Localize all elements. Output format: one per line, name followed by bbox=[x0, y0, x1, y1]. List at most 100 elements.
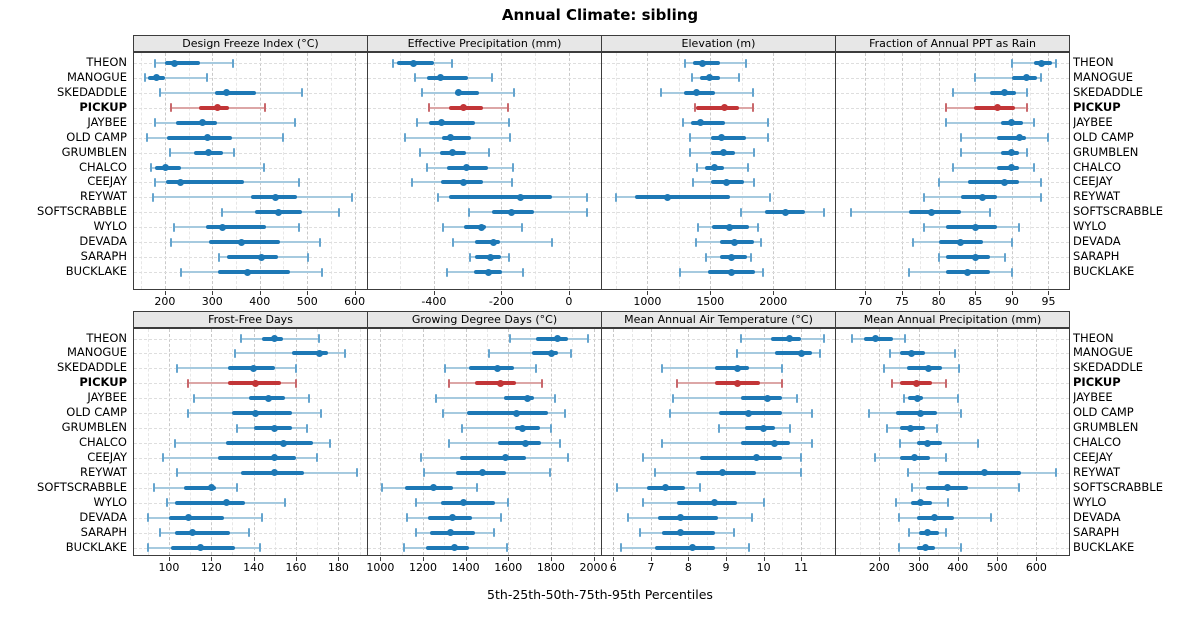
x-tick-label: 160 bbox=[285, 561, 307, 574]
cap-95th bbox=[759, 237, 762, 247]
cap-95th bbox=[781, 363, 784, 373]
median-dot bbox=[437, 74, 445, 82]
cap-5th bbox=[740, 334, 743, 343]
x-tick-label: 0 bbox=[565, 295, 573, 308]
cap-95th bbox=[781, 378, 784, 388]
iqr-25th-75th bbox=[426, 545, 469, 550]
cap-5th bbox=[239, 334, 242, 343]
gridline-major bbox=[164, 53, 166, 289]
cap-95th bbox=[756, 222, 759, 232]
cap-95th bbox=[284, 498, 287, 508]
gridline-minor bbox=[330, 53, 332, 289]
x-tick-mark bbox=[259, 291, 261, 295]
gridline-minor bbox=[819, 329, 821, 555]
x-tick-label: 75 bbox=[894, 295, 909, 308]
cap-95th bbox=[960, 408, 963, 418]
median-dot bbox=[250, 364, 258, 372]
iqr-25th-75th bbox=[690, 120, 726, 125]
cap-5th bbox=[676, 378, 679, 388]
gridline-major bbox=[975, 53, 977, 289]
iqr-25th-75th bbox=[165, 61, 201, 65]
site-label-right: REYWAT bbox=[1073, 189, 1121, 204]
x-axis-frost-free-days: 100 120 140 160 180 bbox=[133, 557, 368, 575]
row-gridline bbox=[836, 532, 1069, 534]
cap-5th bbox=[653, 468, 656, 478]
cap-95th bbox=[510, 177, 513, 187]
cap-5th bbox=[627, 513, 630, 523]
iqr-25th-75th bbox=[497, 441, 542, 445]
median-dot bbox=[723, 178, 731, 186]
cap-95th bbox=[259, 543, 262, 553]
cap-95th bbox=[761, 267, 764, 277]
cap-5th bbox=[444, 363, 447, 373]
gridline-major bbox=[593, 329, 595, 555]
x-tick-label: 90 bbox=[1004, 295, 1019, 308]
median-dot bbox=[447, 529, 455, 537]
median-dot bbox=[718, 469, 726, 477]
median-dot bbox=[188, 529, 196, 537]
x-tick-mark bbox=[211, 557, 213, 561]
site-label-left: WYLO bbox=[93, 494, 127, 509]
cap-95th bbox=[499, 513, 502, 523]
median-dot bbox=[993, 104, 1001, 112]
median-dot bbox=[409, 59, 417, 67]
median-dot bbox=[448, 149, 456, 157]
median-dot bbox=[497, 379, 505, 387]
cap-95th bbox=[1018, 222, 1021, 232]
iqr-25th-75th bbox=[441, 500, 496, 505]
cap-95th bbox=[512, 88, 515, 98]
cap-95th bbox=[570, 348, 573, 358]
gridline-major bbox=[338, 329, 340, 555]
panel-mean-annual-air-temperature bbox=[601, 328, 836, 556]
cap-5th bbox=[694, 237, 697, 247]
panel-header-frost-free-days: Frost-Free Days bbox=[133, 311, 368, 328]
cap-95th bbox=[751, 88, 754, 98]
x-tick-label: 1000 bbox=[366, 561, 395, 574]
median-dot bbox=[315, 349, 323, 357]
median-dot bbox=[252, 379, 260, 387]
site-label-right: CHALCO bbox=[1073, 435, 1122, 449]
cap-95th bbox=[762, 498, 765, 508]
median-dot bbox=[494, 364, 502, 372]
cap-5th bbox=[642, 453, 645, 463]
median-dot bbox=[553, 335, 561, 342]
median-dot bbox=[454, 89, 462, 97]
cap-5th bbox=[681, 118, 684, 128]
site-label-right: SARAPH bbox=[1073, 524, 1120, 539]
x-tick-label: 8 bbox=[684, 561, 692, 574]
cap-5th bbox=[152, 192, 155, 202]
cap-5th bbox=[411, 177, 414, 187]
site-label-left: DEVADA bbox=[79, 509, 127, 524]
x-tick-mark bbox=[801, 557, 803, 561]
cap-5th bbox=[908, 267, 911, 277]
median-dot bbox=[964, 268, 972, 276]
cap-5th bbox=[415, 118, 418, 128]
cap-95th bbox=[1047, 133, 1050, 143]
cap-5th bbox=[736, 348, 739, 358]
x-tick-label: 180 bbox=[327, 561, 349, 574]
iqr-25th-75th bbox=[175, 500, 246, 505]
site-label-right: PICKUP bbox=[1073, 99, 1121, 114]
row-gridline bbox=[836, 77, 1069, 79]
gridline-major bbox=[1011, 53, 1013, 289]
row-gridline bbox=[368, 338, 601, 340]
cap-5th bbox=[672, 393, 675, 403]
median-dot bbox=[252, 409, 260, 417]
site-label-left: OLD CAMP bbox=[66, 129, 127, 144]
iqr-25th-75th bbox=[774, 351, 813, 356]
cap-95th bbox=[549, 423, 552, 433]
x-tick-mark bbox=[688, 557, 690, 561]
x-tick-label: 1400 bbox=[451, 561, 480, 574]
cap-5th bbox=[402, 543, 405, 553]
site-label-right: DEVADA bbox=[1073, 509, 1121, 524]
cap-5th bbox=[902, 393, 905, 403]
iqr-25th-75th bbox=[291, 351, 328, 356]
range-5th-95th bbox=[234, 352, 345, 355]
cap-95th bbox=[248, 528, 251, 538]
median-dot bbox=[771, 439, 779, 447]
cap-5th bbox=[434, 393, 437, 403]
cap-5th bbox=[161, 453, 164, 463]
cap-5th bbox=[704, 252, 707, 262]
site-label-right: DEVADA bbox=[1073, 234, 1121, 249]
cap-5th bbox=[146, 543, 149, 553]
